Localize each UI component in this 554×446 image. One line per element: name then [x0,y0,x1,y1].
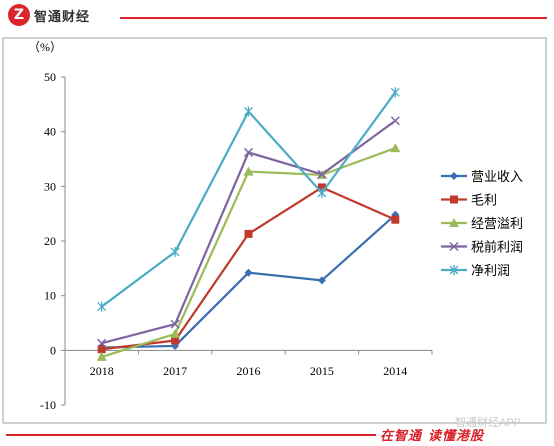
data-point [449,241,459,252]
data-point [317,183,326,192]
slogan-part-a: 在智通 [380,428,423,443]
data-point [390,87,400,98]
footer-slogan: 在智通 读懂港股 [380,425,484,444]
data-point [243,166,254,176]
legend-label: 净利润 [471,264,510,279]
x-tick-label: 2017 [163,364,187,378]
brand-logo: Z 智通财经 [8,4,90,26]
data-point [244,268,253,277]
legend-label: 经营溢利 [471,217,523,232]
frame-line-top [120,17,547,19]
data-point [170,319,180,329]
y-tick-label: 0 [50,343,56,357]
data-point [97,345,106,354]
data-point [170,246,180,257]
y-tick-label: 40 [44,125,56,139]
watermark: 智通财经APP [455,417,522,429]
x-tick-label: 2014 [383,364,407,378]
series-layer [96,87,401,361]
series-2 [97,183,400,354]
logo-icon: Z [8,4,30,26]
legend-label: 税前利润 [471,240,523,256]
data-point [317,169,327,179]
series-5 [97,87,400,312]
data-point [450,195,458,204]
legend-item: 经营溢利 [441,217,523,232]
data-point-stroke [317,169,327,179]
y-tick-label: 30 [44,179,56,193]
plot-border [2,37,547,424]
legend-label: 营业收入 [471,170,523,185]
y-tick-label: 20 [44,234,56,248]
data-point-stroke [449,241,459,252]
legend-item: 税前利润 [441,240,523,256]
data-point-stroke [97,338,107,348]
data-point [450,172,458,180]
data-point [390,116,400,126]
series-line [101,147,396,358]
logo-text: 智通财经 [34,8,91,24]
legend-item: 营业收入 [441,170,523,185]
series-3 [96,143,401,361]
y-tick-label: 10 [44,289,56,303]
y-tick-label: 50 [44,70,56,84]
x-tick-label: 2018 [90,364,114,378]
data-point [449,265,459,275]
data-point [391,215,400,224]
data-point [449,218,459,227]
legend-label: 毛利 [471,194,497,209]
data-point-stroke [243,147,254,157]
data-point [96,351,107,361]
data-point [244,106,253,117]
data-point [317,187,327,198]
data-point [244,229,253,238]
data-point-stroke [170,319,180,329]
data-point [170,328,181,338]
data-point-stroke [390,116,400,126]
y-unit-label: （%） [28,40,62,54]
data-point [317,276,326,285]
x-tick-label: 2015 [310,364,334,378]
data-point [97,301,107,312]
slogan-part-b: 读懂港股 [428,428,485,443]
x-tick-label: 2016 [237,364,261,378]
series-line [101,186,396,351]
legend-item: 毛利 [441,194,497,209]
data-point [171,336,180,345]
data-point [390,143,401,153]
data-point [97,338,107,348]
data-point [243,147,254,157]
frame-line-bottom [6,434,376,436]
legend-item: 净利润 [441,264,510,279]
series-4 [97,116,400,348]
y-tick-label: -10 [40,398,56,412]
